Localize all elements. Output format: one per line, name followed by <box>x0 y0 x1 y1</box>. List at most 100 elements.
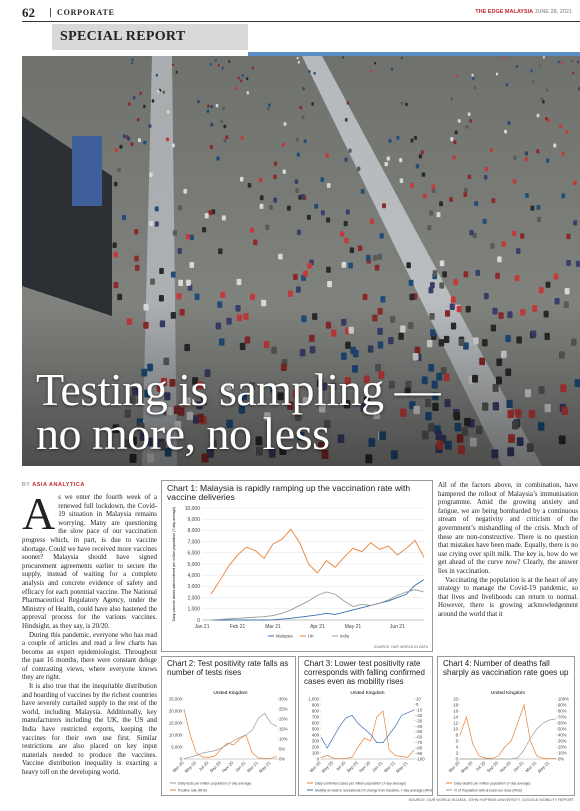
banner: SPECIAL REPORT <box>52 24 248 50</box>
publication: THE EDGE MALAYSIA <box>475 9 534 15</box>
y-tick-label: 6 <box>456 739 459 744</box>
legend-label: Malaysia <box>276 634 293 639</box>
y2-tick-label: -50 <box>416 729 423 734</box>
y-tick-label: 0 <box>317 757 320 762</box>
chart-source: SOURCE: OUR WORLD IN DATA <box>373 645 428 649</box>
y-tick-label: 10,000 <box>169 733 183 738</box>
chart-box: Chart 4: Number of deaths fall sharply a… <box>437 656 575 796</box>
chart-box: Chart 1: Malaysia is rapidly ramping up … <box>161 480 433 652</box>
accent-bar <box>248 52 580 56</box>
masthead: THE EDGE MALAYSIA JUNE 28, 2021 <box>475 9 572 15</box>
footer-source: SOURCE: OUR WORLD IN DATA, JOHN HOPKINS … <box>408 798 574 802</box>
x-tick-label: Sep-20 <box>209 760 223 774</box>
legend-label: Daily deaths per million population (7-d… <box>454 781 531 785</box>
y2-tick-label: -40 <box>416 724 423 729</box>
chart-box: Chart 2: Test positivity rate falls as n… <box>161 656 296 796</box>
y-tick-label: 1,000 <box>187 607 200 613</box>
series-line <box>320 710 415 760</box>
paragraph: Vaccinating the population is at the hea… <box>438 576 578 618</box>
article-column: As we enter the fourth week of a renewed… <box>22 488 157 778</box>
y2-tick-label: 60% <box>558 721 567 726</box>
series-line <box>210 589 425 621</box>
x-tick-label: Sep-20 <box>346 760 360 774</box>
y-tick-label: 6,000 <box>187 551 200 557</box>
paragraph: It is also true that the inequitable dis… <box>22 683 157 776</box>
y-tick-label: 15,000 <box>169 721 183 726</box>
y-tick-label: 18 <box>453 703 458 708</box>
chart: Daily vaccine doses administered per mil… <box>172 506 425 639</box>
legend-label: Daily confirmed cases per million popula… <box>315 781 406 785</box>
headline-line: no more, no less <box>36 408 330 459</box>
y-tick-label: 700 <box>312 715 320 720</box>
y-tick-label: 800 <box>312 709 320 714</box>
y2-tick-label: 20% <box>558 745 567 750</box>
y-tick-label: 12 <box>453 721 458 726</box>
legend-label: UK <box>308 634 314 639</box>
x-tick-label: May-21 <box>537 760 551 774</box>
x-tick-label: May 21 <box>345 624 362 630</box>
legend-label: % of Population with at least one dose (… <box>454 788 522 792</box>
x-tick-label: May-21 <box>395 760 409 774</box>
chart-title: Chart 4: Number of deaths fall sharply a… <box>443 659 569 677</box>
x-tick-label: Jun 21 <box>390 624 405 630</box>
y-tick-label: 8,000 <box>187 529 200 535</box>
y-tick-label: 8 <box>456 733 459 738</box>
y2-tick-label: -10 <box>416 707 423 712</box>
headline-line: Testing is sampling — <box>36 364 441 415</box>
section: CORPORATE <box>50 8 115 17</box>
y-tick-label: 4,000 <box>187 573 200 579</box>
chart: United Kingdom01002003004005006007008009… <box>307 690 434 792</box>
y2-tick-label: -70 <box>416 740 423 745</box>
y-tick-label: 5,000 <box>187 562 200 568</box>
y-axis-label: Daily vaccine doses administered per mil… <box>172 507 176 622</box>
y2-tick-label: -100 <box>416 757 425 762</box>
x-tick-label: Mar-21 <box>524 760 538 774</box>
series-line <box>183 708 278 759</box>
y-tick-label: 20 <box>453 697 458 702</box>
y2-tick-label: 5% <box>279 747 285 752</box>
y2-tick-label: 50% <box>558 727 567 732</box>
legend-label: Mobility at retail & recreational (% cha… <box>315 788 432 792</box>
series-line <box>210 528 425 595</box>
y2-tick-label: -90 <box>416 751 423 756</box>
y-tick-label: 20,000 <box>169 709 183 714</box>
x-tick-label: Jan-21 <box>371 760 384 773</box>
y-tick-label: 300 <box>312 739 320 744</box>
series-line <box>320 709 415 749</box>
byline-prefix: BY <box>22 482 31 488</box>
chart-subtitle: United Kingdom <box>350 690 384 696</box>
y-tick-label: 10,000 <box>185 506 201 512</box>
y-tick-label: 14 <box>453 715 458 720</box>
y-tick-label: 200 <box>312 745 320 750</box>
y-tick-label: 600 <box>312 721 320 726</box>
legend-label: Daily tests per million population (7-da… <box>178 781 252 785</box>
paragraph: All of the factors above, in combination… <box>438 482 578 575</box>
chart-box: Chart 3: Lower test positivity rate corr… <box>298 656 434 796</box>
chart-title: Chart 3: Lower test positivity rate corr… <box>304 659 425 686</box>
y2-tick-label: 30% <box>279 697 288 702</box>
article-column: All of the factors above, in combination… <box>438 482 578 620</box>
y2-tick-label: 25% <box>279 707 288 712</box>
x-tick-label: Jan-21 <box>234 760 247 773</box>
x-tick-label: Jan-21 <box>512 760 525 773</box>
y-tick-label: 16 <box>453 709 458 714</box>
x-tick-label: Nov-20 <box>358 760 372 774</box>
paragraph: As we enter the fourth week of a renewed… <box>22 488 157 630</box>
y2-tick-label: 30% <box>558 739 567 744</box>
x-tick-label: May-20 <box>183 760 197 774</box>
y2-tick-label: 15% <box>279 727 288 732</box>
x-tick-label: May-21 <box>258 760 272 774</box>
y-tick-label: 500 <box>312 727 320 732</box>
y-tick-label: 2 <box>456 751 459 756</box>
y2-tick-label: 80% <box>558 709 567 714</box>
y-tick-label: 0 <box>180 757 183 762</box>
y-tick-label: 9,000 <box>187 517 200 523</box>
headline: Testing is sampling — no more, no less <box>36 364 441 459</box>
shade <box>22 56 580 466</box>
y-tick-label: 1,000 <box>308 697 319 702</box>
byline: BY ASIA ANALYTICA <box>22 482 85 488</box>
chart-subtitle: United Kingdom <box>213 690 247 696</box>
chart-subtitle: United Kingdom <box>491 690 525 696</box>
y-tick-label: 0 <box>197 618 200 624</box>
